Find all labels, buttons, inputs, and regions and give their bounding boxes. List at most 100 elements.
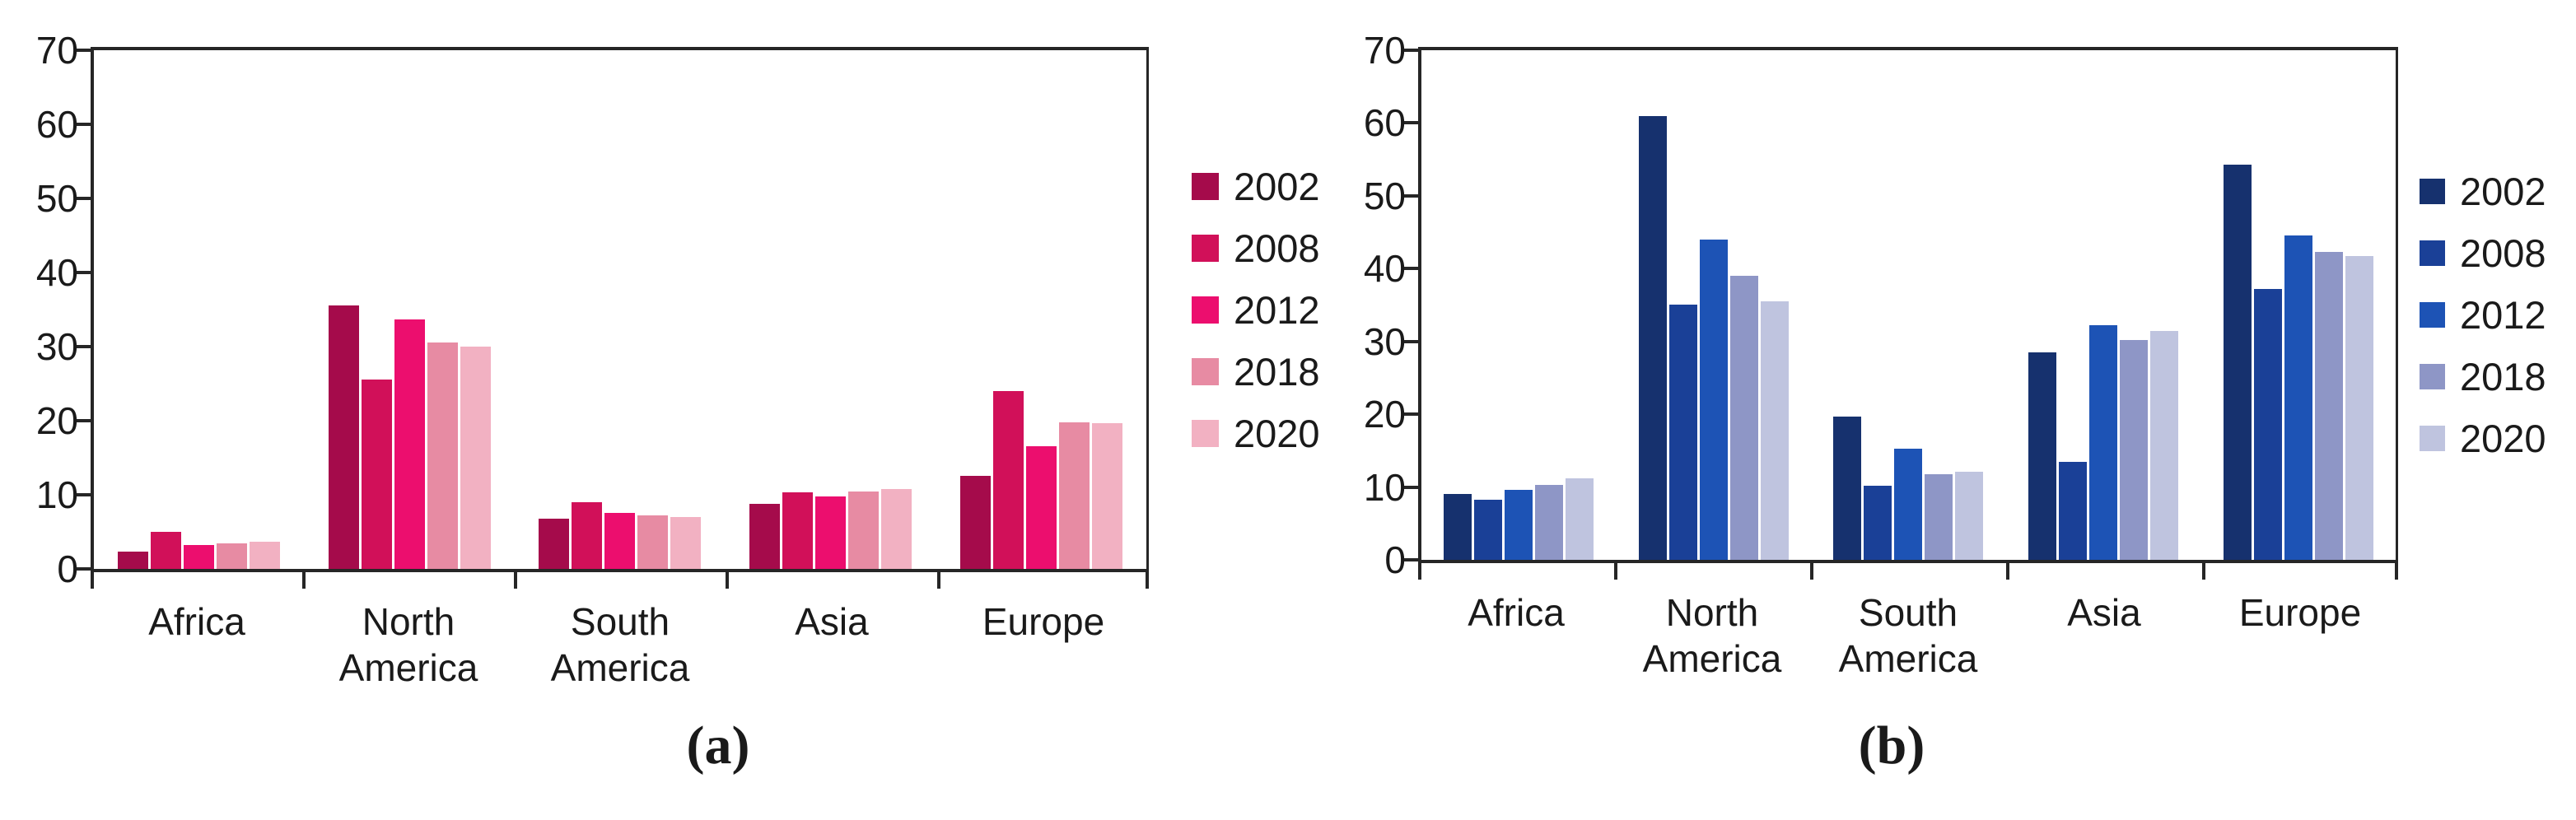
legend-item-2018-a: 2018: [1192, 339, 1320, 403]
y-tick-a-10: [76, 493, 91, 496]
legend-swatch-2018-a: [1192, 357, 1219, 385]
y-tick-label-b-30: 30: [1363, 320, 1406, 363]
x-tick-b-1: [1614, 563, 1617, 580]
bar-b-north-america-2018: [1729, 276, 1758, 560]
bar-a-africa-2020: [250, 542, 281, 569]
bar-group-africa-a: [94, 50, 305, 569]
x-category-label-africa-a: Africa: [73, 599, 320, 645]
bar-a-europe-2002: [959, 476, 991, 569]
x-tick-b-4: [2202, 563, 2205, 580]
x-category-label-line: America: [550, 646, 690, 689]
bar-b-north-america-2012: [1699, 240, 1728, 560]
bar-b-europe-2012: [2284, 235, 2312, 560]
legend-item-2002-a: 2002: [1192, 154, 1320, 218]
y-tick-label-a-60: 60: [35, 103, 78, 146]
legend-label-2008: 2008: [1234, 226, 1320, 270]
bar-group-europe-b: [2200, 50, 2396, 560]
bar-group-asia-b: [2006, 50, 2201, 560]
legend-item-2020-a: 2020: [1192, 401, 1320, 465]
bar-b-asia-2012: [2089, 325, 2118, 560]
y-tick-label-b-20: 20: [1363, 393, 1406, 436]
x-tick-a-0: [91, 572, 94, 589]
legend-item-2012-a: 2012: [1192, 277, 1320, 342]
bar-group-europe-a: [936, 50, 1146, 569]
y-tick-a-20: [76, 419, 91, 422]
y-tick-label-a-40: 40: [35, 251, 78, 294]
x-category-label-line: America: [1838, 637, 1978, 680]
bar-b-south-america-2002: [1833, 417, 1862, 560]
x-tick-a-5: [1146, 572, 1149, 589]
legend-swatch-2020-a: [1192, 419, 1219, 447]
bar-group-north-america-a: [305, 50, 516, 569]
bar-b-asia-2020: [2150, 331, 2179, 560]
x-tick-b-3: [2006, 563, 2009, 580]
x-category-label-europe-a: Europe: [920, 599, 1167, 645]
y-tick-label-b-40: 40: [1363, 247, 1406, 290]
legend-item-2008-a: 2008: [1192, 216, 1320, 280]
y-tick-label-a-0: 0: [57, 547, 78, 590]
bar-a-south-america-2008: [572, 502, 603, 569]
x-category-label-asia-b: Asia: [1981, 589, 2228, 636]
bar-a-north-america-2018: [427, 342, 458, 569]
bar-a-africa-2018: [217, 543, 248, 569]
x-category-label-south-america-a: South America: [497, 599, 744, 691]
y-tick-label-b-0: 0: [1384, 538, 1406, 581]
legend-label-2020: 2020: [2460, 416, 2546, 460]
bar-b-south-america-2020: [1955, 472, 1984, 560]
bar-a-africa-2002: [118, 552, 149, 569]
y-tick-a-70: [76, 49, 91, 52]
bar-b-africa-2020: [1566, 478, 1594, 560]
bar-a-north-america-2012: [394, 319, 425, 569]
x-category-label-line: Africa: [1468, 591, 1565, 634]
y-tick-b-0: [1403, 558, 1418, 561]
bar-group-north-america-b: [1617, 50, 1812, 560]
bar-b-africa-2008: [1474, 500, 1503, 560]
x-category-label-line: South: [1858, 591, 1958, 634]
x-category-label-line: North: [1665, 591, 1759, 634]
bar-b-north-america-2002: [1638, 116, 1667, 560]
bar-a-south-america-2002: [539, 519, 570, 569]
bar-a-north-america-2020: [460, 347, 491, 569]
bar-a-europe-2020: [1091, 423, 1122, 569]
plot-area-b: [1418, 47, 2398, 563]
legend-swatch-2012-b: [2420, 301, 2445, 328]
legend-label-2002: 2002: [1234, 164, 1320, 208]
bar-b-africa-2018: [1535, 485, 1564, 560]
x-category-label-line: Africa: [148, 600, 245, 643]
bar-b-europe-2008: [2253, 289, 2282, 560]
y-tick-b-70: [1403, 49, 1418, 52]
x-category-label-line: America: [338, 646, 478, 689]
legend-item-2008-b: 2008: [2420, 221, 2546, 285]
bar-group-asia-a: [726, 50, 936, 569]
x-category-label-africa-b: Africa: [1393, 589, 1640, 636]
legend-label-2018: 2018: [1234, 349, 1320, 394]
x-tick-b-2: [1810, 563, 1813, 580]
x-category-label-line: Asia: [2067, 591, 2141, 634]
y-tick-b-40: [1403, 267, 1418, 270]
legend-swatch-2008-b: [2420, 240, 2445, 266]
subfigure-caption-a: (a): [686, 715, 750, 776]
x-tick-a-4: [937, 572, 940, 589]
legend-swatch-2002-b: [2420, 178, 2445, 204]
y-tick-a-50: [76, 197, 91, 200]
y-tick-a-40: [76, 271, 91, 274]
y-tick-b-60: [1403, 121, 1418, 124]
legend-item-2020-b: 2020: [2420, 406, 2546, 470]
bar-b-europe-2018: [2314, 252, 2343, 560]
legend-swatch-2012-a: [1192, 296, 1219, 324]
legend-label-2008: 2008: [2460, 231, 2546, 275]
bar-b-asia-2018: [2120, 340, 2149, 560]
y-tick-b-30: [1403, 340, 1418, 343]
bar-a-north-america-2002: [328, 305, 359, 569]
bar-a-africa-2008: [151, 532, 182, 569]
x-category-label-line: Europe: [2238, 591, 2362, 634]
x-category-label-line: Asia: [795, 600, 869, 643]
bar-b-north-america-2020: [1760, 301, 1789, 560]
bar-group-south-america-a: [515, 50, 726, 569]
x-category-label-line: Europe: [982, 600, 1105, 643]
bar-a-south-america-2018: [637, 515, 669, 569]
x-category-label-line: North: [362, 600, 455, 643]
y-tick-label-a-20: 20: [35, 399, 78, 442]
legend-swatch-2002-a: [1192, 172, 1219, 200]
legend-swatch-2018-b: [2420, 363, 2445, 389]
